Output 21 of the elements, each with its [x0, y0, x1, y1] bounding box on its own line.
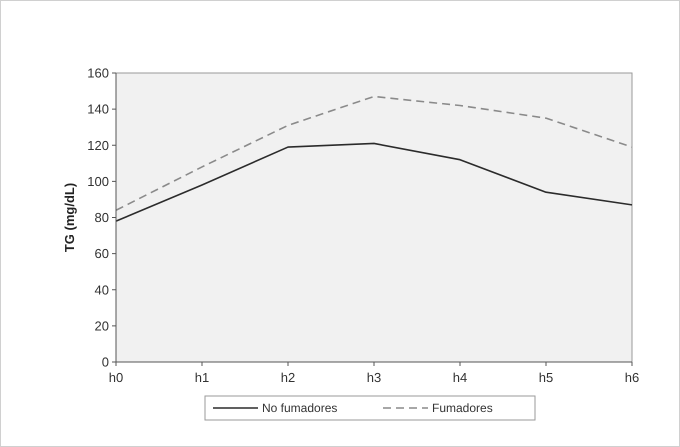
x-tick-label: h3 — [366, 370, 382, 385]
y-tick-label: 80 — [94, 210, 109, 226]
line-series — [115, 142, 633, 222]
y-tick-label: 160 — [87, 66, 109, 81]
line-series — [115, 96, 633, 212]
x-tick-label: h4 — [452, 370, 468, 385]
y-tick-label: 100 — [87, 174, 109, 189]
y-tick-label: 40 — [94, 282, 109, 298]
y-tick-label: 20 — [94, 318, 109, 334]
y-tick-label: 0 — [102, 354, 109, 370]
legend-label: Fumadores — [432, 401, 493, 416]
x-tick-label: h1 — [194, 370, 210, 385]
x-tick-label: h6 — [624, 370, 640, 385]
y-axis-title: TG (mg/dL) — [62, 182, 77, 252]
legend-label: No fumadores — [262, 401, 338, 416]
x-tick-label: h2 — [280, 370, 296, 385]
y-tick-label: 140 — [87, 102, 109, 117]
x-tick-label: h5 — [538, 370, 554, 385]
y-tick-label: 120 — [87, 138, 109, 153]
x-tick-label: h0 — [108, 370, 124, 385]
y-tick-label: 60 — [94, 246, 109, 262]
